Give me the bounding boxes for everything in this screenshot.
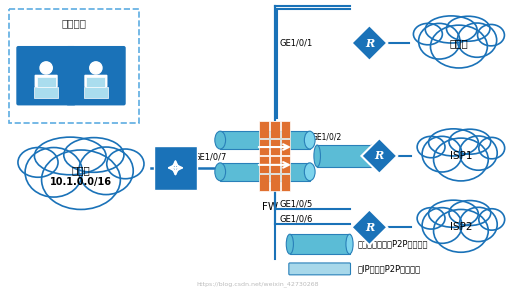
Text: R: R (365, 38, 374, 48)
Ellipse shape (434, 138, 488, 181)
Text: 教育网: 教育网 (450, 38, 468, 48)
Ellipse shape (305, 131, 315, 149)
Ellipse shape (447, 16, 490, 41)
FancyBboxPatch shape (270, 157, 280, 173)
FancyBboxPatch shape (260, 174, 269, 191)
Text: GE1/0/7: GE1/0/7 (193, 153, 227, 162)
Text: GE1/0/6: GE1/0/6 (280, 215, 313, 224)
Text: 10.1.0.0/16: 10.1.0.0/16 (50, 177, 112, 187)
FancyBboxPatch shape (260, 121, 269, 138)
Text: R: R (365, 222, 374, 233)
Ellipse shape (215, 163, 225, 181)
FancyBboxPatch shape (281, 174, 291, 191)
Text: 校园网: 校园网 (71, 165, 90, 175)
Text: GE1/0/5: GE1/0/5 (280, 200, 313, 209)
Ellipse shape (369, 145, 375, 167)
Ellipse shape (79, 147, 133, 194)
Text: 每条链路的最大P2P流量带宽: 每条链路的最大P2P流量带宽 (357, 240, 428, 249)
Ellipse shape (215, 131, 225, 149)
FancyBboxPatch shape (84, 75, 108, 87)
Text: ISP2: ISP2 (450, 222, 472, 232)
Ellipse shape (25, 147, 82, 197)
Ellipse shape (460, 136, 497, 170)
Polygon shape (352, 209, 387, 245)
FancyBboxPatch shape (86, 77, 105, 87)
FancyBboxPatch shape (270, 139, 280, 155)
Bar (220, 163, 310, 181)
Ellipse shape (458, 23, 497, 57)
Ellipse shape (64, 138, 124, 172)
Text: 每IP的最大P2P流量带宽: 每IP的最大P2P流量带宽 (357, 264, 421, 273)
Text: GE1/0/2: GE1/0/2 (312, 133, 342, 142)
Ellipse shape (286, 234, 294, 254)
Text: https://blog.csdn.net/weixin_42730268: https://blog.csdn.net/weixin_42730268 (197, 281, 320, 287)
Ellipse shape (35, 137, 106, 175)
Circle shape (90, 62, 102, 74)
Ellipse shape (449, 200, 491, 225)
Bar (290, 234, 349, 254)
Ellipse shape (425, 16, 477, 43)
Ellipse shape (417, 136, 445, 158)
FancyBboxPatch shape (270, 174, 280, 191)
Ellipse shape (434, 209, 488, 252)
FancyBboxPatch shape (17, 46, 76, 105)
Ellipse shape (41, 150, 120, 209)
FancyBboxPatch shape (289, 263, 351, 275)
Ellipse shape (478, 24, 505, 46)
Text: GE1/0/4: GE1/0/4 (312, 159, 342, 168)
FancyBboxPatch shape (35, 87, 58, 98)
Ellipse shape (422, 136, 462, 172)
Text: GE1/0/1: GE1/0/1 (280, 39, 313, 48)
Ellipse shape (314, 145, 321, 167)
FancyBboxPatch shape (37, 77, 56, 87)
Ellipse shape (460, 207, 497, 241)
Ellipse shape (417, 208, 445, 229)
Ellipse shape (107, 149, 144, 179)
Ellipse shape (479, 209, 505, 230)
Bar (220, 131, 310, 149)
Ellipse shape (414, 23, 443, 45)
Circle shape (40, 62, 52, 74)
Ellipse shape (479, 137, 505, 159)
FancyBboxPatch shape (84, 87, 108, 98)
Polygon shape (361, 138, 397, 174)
Bar (317, 145, 372, 167)
Ellipse shape (305, 163, 315, 181)
FancyBboxPatch shape (35, 75, 58, 87)
FancyBboxPatch shape (281, 157, 291, 173)
Ellipse shape (18, 147, 58, 177)
Ellipse shape (429, 129, 478, 156)
Polygon shape (352, 25, 387, 61)
Ellipse shape (419, 23, 460, 59)
Ellipse shape (449, 129, 491, 154)
Ellipse shape (346, 234, 353, 254)
FancyBboxPatch shape (281, 121, 291, 138)
Ellipse shape (431, 25, 488, 68)
Ellipse shape (429, 200, 478, 227)
Text: 上网用户: 上网用户 (62, 18, 86, 28)
Ellipse shape (422, 208, 462, 243)
Text: FW: FW (262, 202, 278, 212)
FancyBboxPatch shape (260, 157, 269, 173)
FancyBboxPatch shape (281, 139, 291, 155)
Text: R: R (375, 150, 384, 161)
FancyBboxPatch shape (154, 146, 197, 190)
Text: GE1/0/3: GE1/0/3 (312, 147, 342, 157)
FancyBboxPatch shape (260, 139, 269, 155)
FancyBboxPatch shape (270, 121, 280, 138)
FancyBboxPatch shape (66, 46, 126, 105)
Text: ISP1: ISP1 (450, 151, 472, 161)
